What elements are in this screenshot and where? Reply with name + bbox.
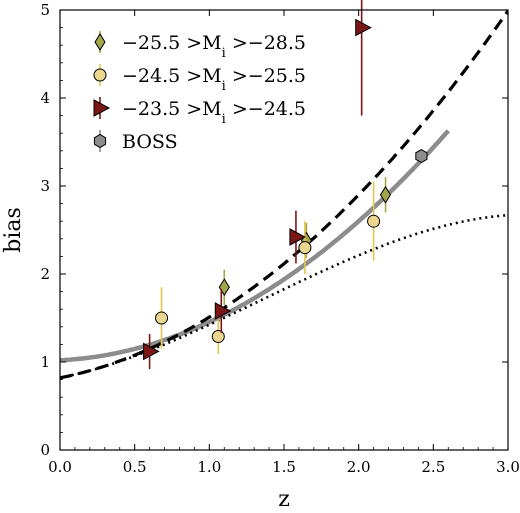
x-tick-label: 3.0: [496, 458, 520, 476]
data-points: [143, 0, 428, 370]
data-point-triangle-right: [143, 342, 160, 361]
legend-label: BOSS: [122, 131, 178, 153]
legend-marker-triangle-right: [93, 99, 111, 117]
data-point-circle: [211, 329, 225, 343]
x-tick-label: 1.0: [197, 458, 221, 476]
y-tick-label: 5: [40, 1, 50, 19]
data-point-triangle-right: [355, 18, 372, 37]
y-tick-label: 4: [40, 89, 50, 107]
x-tick-label: 2.0: [347, 458, 371, 476]
curve-solid: [60, 129, 450, 363]
data-point-triangle-right: [214, 302, 232, 320]
data-point-triangle-right: [289, 228, 306, 246]
data-point-circle: [155, 311, 169, 325]
legend-label: −23.5 >Mi >−24.5: [122, 98, 306, 127]
data-point-diamond: [379, 185, 392, 204]
y-tick-label: 1: [40, 353, 50, 371]
legend-marker-hexagon: [93, 133, 107, 149]
data-point-circle: [298, 241, 312, 255]
legend-marker-diamond: [94, 33, 106, 51]
y-tick-label: 2: [40, 265, 50, 283]
x-tick-label: 0.0: [48, 458, 72, 476]
y-tick-label: 0: [40, 441, 50, 459]
x-tick-label: 1.5: [272, 458, 296, 476]
data-point-circle: [367, 214, 381, 228]
axis-ticks: 0.0 0.5 1.0 1.5 2.0 2.5 3.0 0 1 2 3 4 5: [40, 1, 519, 476]
curve-dotted: [60, 213, 508, 380]
legend-label: −25.5 >Mi >−28.5: [122, 32, 306, 61]
y-tick-label: 3: [40, 177, 50, 195]
x-tick-label: 0.5: [123, 458, 147, 476]
x-axis-label: z: [278, 487, 290, 512]
x-tick-label: 2.5: [421, 458, 445, 476]
y-axis-label: bias: [1, 207, 26, 253]
legend-marker-circle: [93, 68, 107, 82]
data-point-hexagon: [415, 149, 428, 164]
legend: −25.5 >Mi >−28.5 −24.5 >Mi >−25.5 −23.5 >M…: [93, 31, 306, 153]
legend-label: −24.5 >Mi >−25.5: [122, 65, 306, 94]
